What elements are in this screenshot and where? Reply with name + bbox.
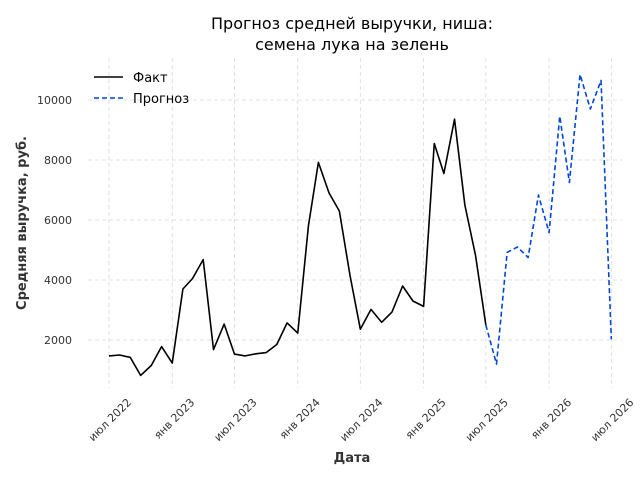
legend: Факт Прогноз	[94, 71, 189, 107]
x-tick-label: июл 2023	[212, 396, 260, 444]
chart-title-line-2: семена лука на зелень	[255, 35, 449, 54]
y-axis-label: Средняя выручка, руб.	[15, 136, 30, 310]
x-tick-label: янв 2026	[528, 396, 574, 442]
y-tick-label: 8000	[44, 154, 72, 167]
x-tick-label: янв 2025	[403, 396, 449, 442]
grid	[88, 58, 622, 388]
y-tick-label: 2000	[44, 334, 72, 347]
plot-area	[108, 73, 613, 377]
series-line-fact	[108, 118, 487, 377]
y-tick-label: 6000	[44, 214, 72, 227]
series-line-forecast	[485, 73, 613, 365]
legend-label-forecast: Прогноз	[133, 92, 189, 107]
y-tick-label: 4000	[44, 274, 72, 287]
x-axis-label: Дата	[334, 451, 371, 466]
x-tick-label: июл 2024	[337, 396, 385, 444]
y-tick-label: 10000	[37, 94, 72, 107]
legend-label-fact: Факт	[133, 71, 168, 86]
x-tick-label: июл 2022	[86, 396, 134, 444]
chart-title-line-1: Прогноз средней выручки, ниша:	[211, 14, 493, 33]
x-axis-ticks: июл 2022 янв 2023 июл 2023 янв 2024 июл 2024…	[86, 396, 636, 444]
x-tick-label: янв 2023	[152, 396, 198, 442]
x-tick-label: июл 2026	[588, 396, 636, 444]
x-tick-label: июл 2025	[463, 396, 511, 444]
x-tick-label: янв 2024	[277, 396, 323, 442]
y-axis-ticks: 2000 4000 6000 8000 10000	[37, 94, 72, 347]
